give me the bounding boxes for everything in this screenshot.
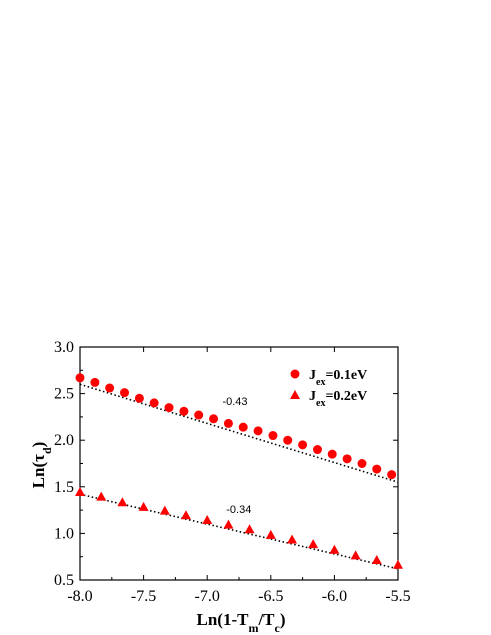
data-point-series-0 [194,410,204,420]
data-point-series-0 [312,445,322,455]
data-point-series-1 [180,510,191,520]
data-point-series-0 [387,470,397,480]
fit-lines [79,383,399,570]
x-tick-label: -7.5 [131,588,156,605]
data-point-series-1 [308,539,319,549]
slope-annotations: -0.43 -0.34 [222,396,251,516]
data-point-series-0 [134,393,144,403]
data-point-series-0 [223,418,233,428]
data-point-series-0 [372,464,382,474]
data-point-series-1 [265,529,276,539]
data-point-series-0 [75,373,85,383]
y-axis-title: Ln(τd) [29,442,54,489]
data-point-series-0 [209,414,219,424]
legend-marker-triangle [290,390,300,399]
data-point-series-1 [329,544,340,554]
data-point-series-0 [164,403,174,413]
y-tick-label: 1.0 [54,525,74,542]
data-point-series-0 [179,406,189,416]
x-tick-label: -8.0 [67,588,92,605]
x-axis-title: Ln(1-Tm/Tc) [196,610,285,635]
data-point-series-1 [75,486,85,496]
data-point-series-0 [120,388,130,398]
x-tick-label: -7.0 [195,588,220,605]
legend-label-jex-0.1: Jex=0.1eV [309,368,367,388]
data-point-series-0 [357,459,367,468]
x-tick-label: -6.0 [322,588,347,605]
data-point-series-1 [371,555,382,565]
data-point-series-1 [117,497,128,507]
data-point-series-0 [342,454,352,464]
legend-label-jex-0.2: Jex=0.2eV [309,389,367,409]
data-point-series-1 [287,534,298,544]
data-point-series-1 [138,501,149,511]
data-point-series-0 [283,435,293,445]
y-tick-label: 2.0 [54,432,74,449]
data-markers [75,373,403,569]
x-tick-label: -5.5 [385,588,410,605]
data-point-series-0 [298,440,308,450]
data-point-series-1 [202,514,213,524]
y-tick-label: 1.5 [54,479,74,496]
y-tick-label: 2.5 [54,386,74,403]
data-point-series-0 [90,377,100,387]
y-tick-label: 3.0 [54,339,74,356]
legend: Jex=0.1eV Jex=0.2eV [290,368,367,409]
axis-ticks [79,346,399,581]
slope-label-1: -0.34 [226,504,251,516]
data-point-series-1 [223,519,234,529]
slope-label-0: -0.43 [222,396,247,408]
x-tick-label: -6.5 [258,588,283,605]
y-tick-label: 0.5 [54,572,74,589]
data-point-series-1 [350,550,361,560]
axis-tick-labels: -8.0 -7.5 -7.0 -6.5 -6.0 -5.5 0.5 1.0 1.5 2.0 2.5 3… [54,339,411,605]
fit-line-series-0 [79,383,399,483]
data-point-series-0 [149,398,159,408]
data-point-series-0 [253,426,263,436]
data-point-series-0 [327,449,337,459]
data-point-series-1 [244,524,255,534]
data-point-series-0 [268,431,278,441]
data-point-series-0 [105,383,115,393]
fit-line-series-1 [79,493,399,570]
data-point-series-1 [393,559,403,569]
legend-marker-circle [290,369,300,379]
data-point-series-1 [159,505,170,515]
data-point-series-0 [238,422,248,432]
data-point-series-1 [96,491,107,501]
